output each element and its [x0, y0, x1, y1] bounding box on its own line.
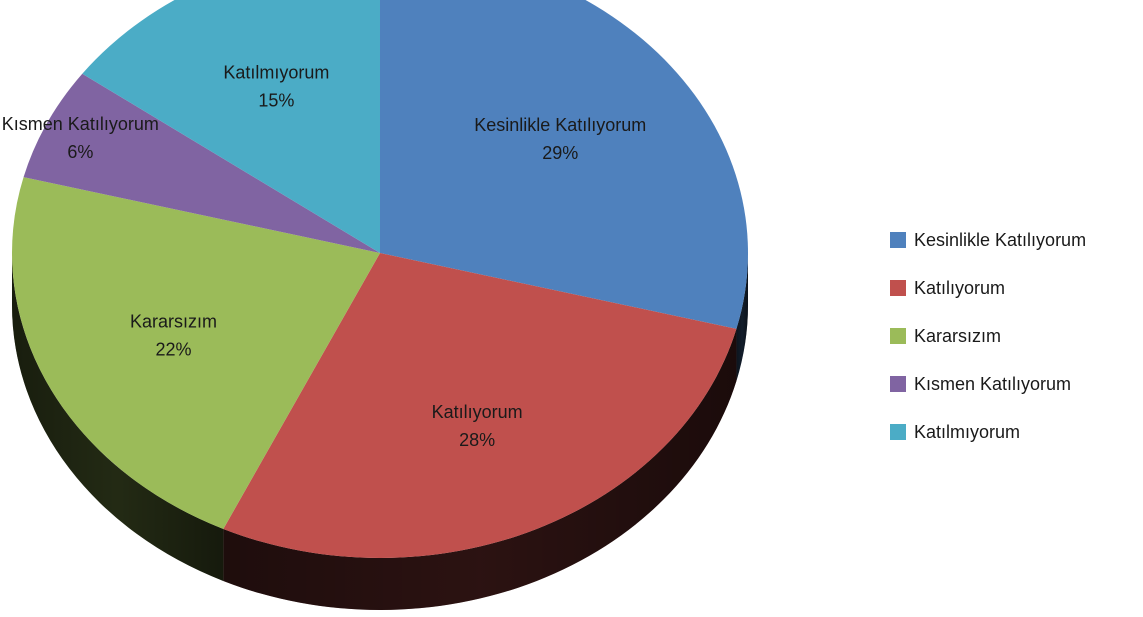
- legend-label-kismen-katiliyorum: Kısmen Katılıyorum: [914, 373, 1072, 394]
- legend-swatch-kesinlikle-katiliyorum: [890, 232, 906, 248]
- legend-swatch-katilmiyorum: [890, 424, 906, 440]
- legend-swatch-kismen-katiliyorum: [890, 376, 906, 392]
- legend-item-katilmiyorum: Katılmıyorum: [890, 408, 1086, 456]
- pie-slice-kararsizim: [12, 177, 381, 529]
- pie-side-shade-kararsizim: [12, 253, 224, 581]
- slice-value-kesinlikle-katiliyorum: 29%: [542, 143, 578, 163]
- legend-swatch-katiliyorum: [890, 280, 906, 296]
- pie-slice-kismen-katiliyorum: [23, 73, 380, 253]
- slice-value-kismen-katiliyorum: 6%: [67, 142, 93, 162]
- legend-item-kararsizim: Kararsızım: [890, 312, 1086, 360]
- pie-side-shade-katiliyorum: [223, 328, 737, 610]
- pie-slice-katilmiyorum: [82, 0, 380, 253]
- legend-label-kararsizim: Kararsızım: [914, 325, 1002, 346]
- legend-label-katiliyorum: Katılıyorum: [914, 277, 1006, 298]
- legend-item-kismen-katiliyorum: Kısmen Katılıyorum: [890, 360, 1086, 408]
- legend-item-kesinlikle-katiliyorum: Kesinlikle Katılıyorum: [890, 216, 1086, 264]
- legend-swatch-kararsizim: [890, 328, 906, 344]
- slice-value-kararsizim: 22%: [156, 340, 192, 360]
- pie-side-shade-kesinlikle-katiliyorum: [736, 253, 748, 381]
- pie-depth-layer: [12, 253, 748, 610]
- slice-label-katilmiyorum: Katılmıyorum: [223, 63, 329, 83]
- slice-label-katiliyorum: Katılıyorum: [432, 402, 523, 422]
- legend-label-kesinlikle-katiliyorum: Kesinlikle Katılıyorum: [914, 229, 1087, 250]
- slice-label-kararsizim: Kararsızım: [130, 312, 217, 332]
- pie-top-layer: [12, 0, 748, 558]
- pie-slice-katiliyorum: [223, 253, 737, 558]
- slice-label-kesinlikle-katiliyorum: Kesinlikle Katılıyorum: [474, 115, 646, 135]
- slice-value-katilmiyorum: 15%: [258, 91, 294, 111]
- legend-label-katilmiyorum: Katılmıyorum: [914, 421, 1021, 442]
- legend-item-katiliyorum: Katılıyorum: [890, 264, 1086, 312]
- slice-value-katiliyorum: 28%: [459, 430, 495, 450]
- slice-label-kismen-katiliyorum: Kısmen Katılıyorum: [2, 114, 159, 134]
- pie-slice-kesinlikle-katiliyorum: [380, 0, 748, 329]
- chart-legend: Kesinlikle Katılıyorum Katılıyorum Kararsı…: [890, 216, 1086, 456]
- pie-label-layer: Kesinlikle Katılıyorum 29% Katılıyorum 28% K…: [2, 63, 647, 451]
